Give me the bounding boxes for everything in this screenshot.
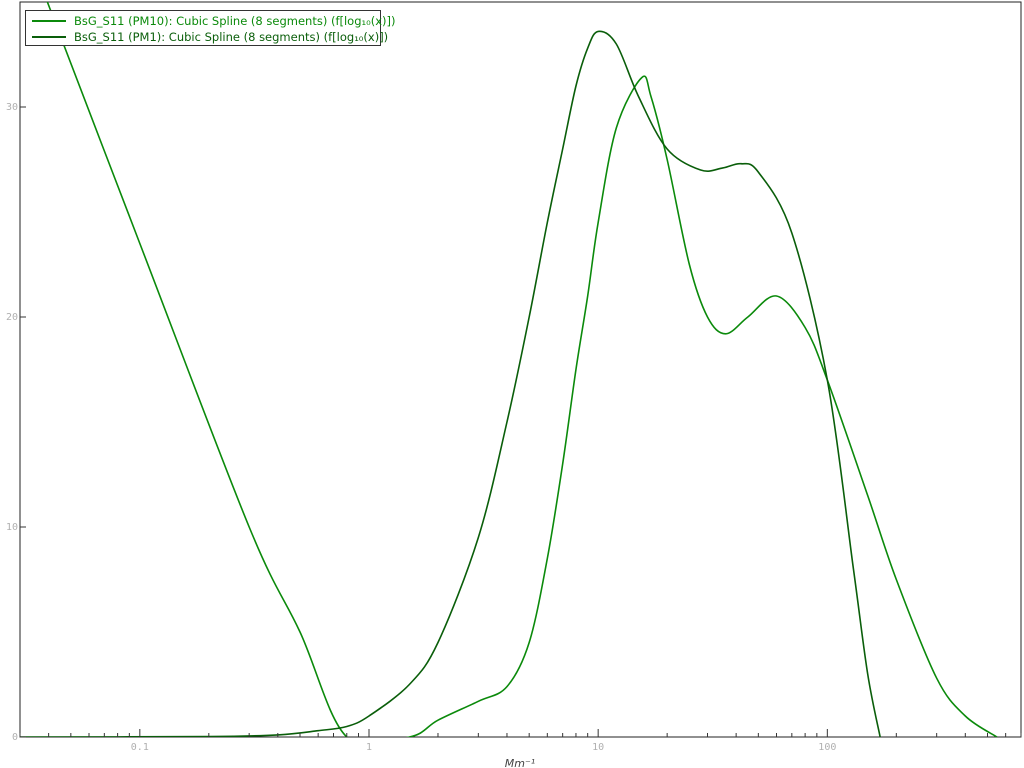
- legend-swatch-pm10: [32, 20, 66, 22]
- series-line-pm10: [46, 2, 998, 737]
- legend-label-pm1: BsG_S11 (PM1): Cubic Spline (8 segments)…: [74, 30, 389, 44]
- y-tick-label: 20: [6, 312, 18, 323]
- y-tick-label: 30: [6, 102, 18, 113]
- x-tick-label: 10: [592, 742, 604, 753]
- x-tick-label: 100: [818, 742, 836, 753]
- x-tick-label: 0.1: [131, 742, 149, 753]
- y-tick-label: 0: [12, 732, 18, 743]
- legend-swatch-pm1: [32, 36, 66, 38]
- legend-item-pm1: BsG_S11 (PM1): Cubic Spline (8 segments)…: [32, 29, 388, 45]
- y-tick-label: 10: [6, 522, 18, 533]
- plot-frame: [19, 1, 1022, 738]
- x-tick-label: 1: [366, 742, 372, 753]
- x-axis-label: Mm⁻¹: [505, 757, 535, 768]
- legend-item-pm10: BsG_S11 (PM10): Cubic Spline (8 segments…: [32, 13, 395, 29]
- chart-legend: BsG_S11 (PM10): Cubic Spline (8 segments…: [25, 10, 395, 46]
- series-line-pm1: [20, 30, 881, 737]
- legend-label-pm10: BsG_S11 (PM10): Cubic Spline (8 segments…: [74, 14, 396, 28]
